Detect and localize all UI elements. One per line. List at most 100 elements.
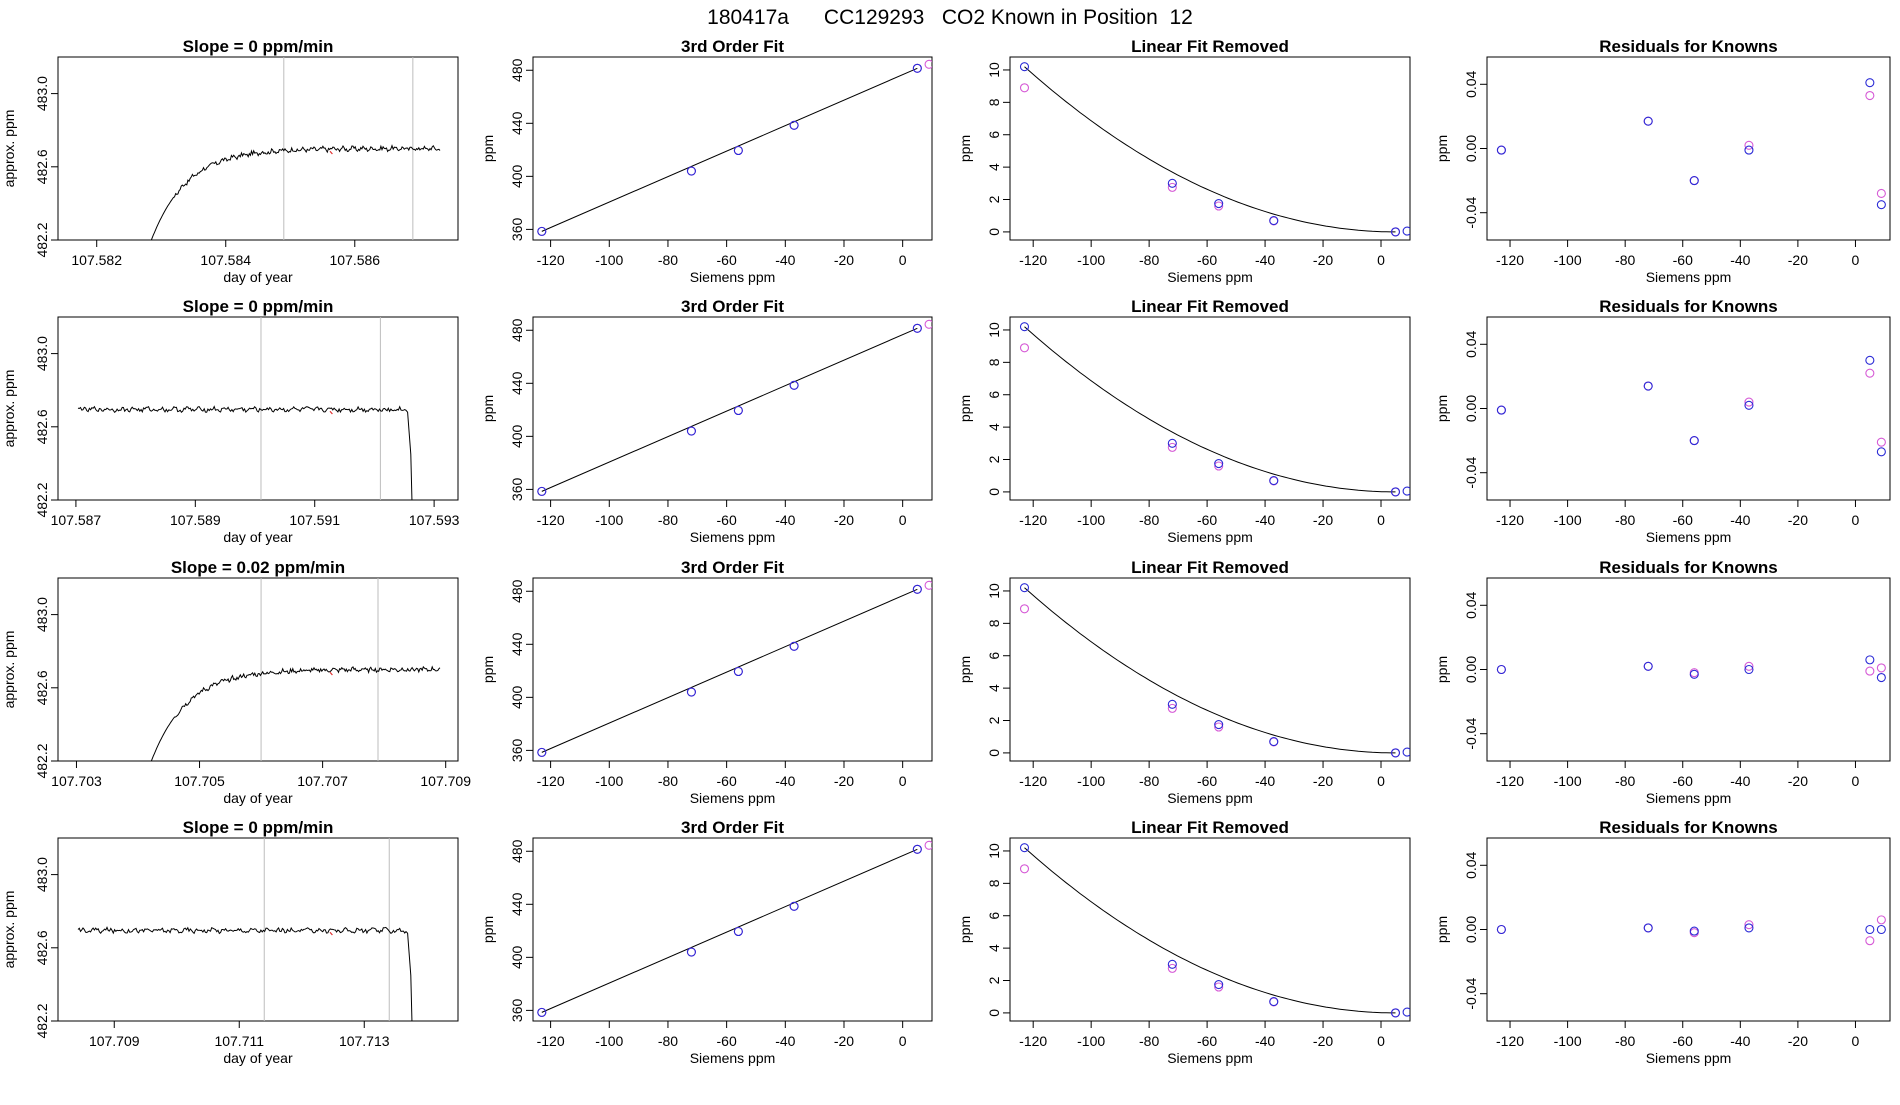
point-blue: [789, 641, 799, 651]
point-magenta: [924, 319, 932, 329]
panel-1-1: Slope = 0 ppm/min 107.582 107.584 107.586 da…: [1, 37, 459, 285]
x-axis-label: Siemens ppm: [690, 790, 776, 806]
x-tick-label: -80: [1615, 512, 1635, 528]
y-tick-label: -0.04: [1463, 197, 1479, 229]
x-axis-label: Siemens ppm: [1167, 269, 1253, 285]
page-title: 180417a CC129293 CO2 Known in Position 1…: [707, 6, 1193, 29]
x-tick-label: -120: [537, 512, 565, 528]
x-tick-label: -40: [1255, 773, 1275, 789]
panel-title: Linear Fit Removed: [1131, 558, 1289, 577]
x-axis-label: Siemens ppm: [1646, 790, 1732, 806]
y-axis-label: approx. ppm: [1, 110, 17, 188]
plot-frame: [1486, 316, 1891, 501]
point-blue: [1496, 664, 1506, 675]
point-blue: [1744, 664, 1754, 675]
point-blue: [1214, 199, 1224, 209]
y-tick-label: 0: [986, 228, 1002, 236]
point-blue: [537, 747, 547, 757]
x-axis-label: day of year: [223, 269, 293, 285]
x-tick-label: 107.582: [71, 252, 122, 268]
point-magenta: [1876, 663, 1886, 673]
x-axis-label: Siemens ppm: [690, 269, 776, 285]
point-blue: [1876, 200, 1886, 210]
x-tick-label: 0: [1377, 773, 1385, 789]
x-tick-label: -100: [595, 773, 623, 789]
x-tick-label: 107.709: [89, 1033, 140, 1049]
x-tick-label: -100: [1554, 1033, 1582, 1049]
x-tick-label: -120: [1496, 1033, 1524, 1049]
panel-title: 3rd Order Fit: [681, 818, 784, 837]
y-tick-label: 0: [986, 1009, 1002, 1017]
y-tick-label: 10: [986, 583, 1002, 599]
y-tick-label: 4: [986, 944, 1002, 952]
point-magenta: [924, 580, 932, 590]
point-magenta: [1865, 936, 1875, 946]
x-tick-label: -20: [834, 1033, 854, 1049]
x-tick-label: 107.703: [51, 773, 102, 789]
plot-frame: [1486, 577, 1891, 762]
plot-frame: [1486, 837, 1891, 1022]
x-tick-label: -60: [717, 1033, 737, 1049]
x-tick-label: -120: [1019, 512, 1047, 528]
plot-area: [150, 57, 441, 240]
panel-1-2: 3rd Order Fit -120 -100 -80 -60 -40 -20 0 Siemen…: [480, 37, 933, 285]
x-axis-label: day of year: [223, 529, 293, 545]
x-tick-label: 107.709: [420, 773, 471, 789]
x-tick-label: -20: [1788, 1033, 1808, 1049]
panel-4-3: Linear Fit Removed -120 -100 -80 -60 -40 -20 0 S…: [957, 818, 1411, 1066]
point-blue: [1876, 447, 1886, 457]
x-tick-label: 0: [899, 1033, 907, 1049]
fit-curve: [1024, 847, 1396, 1014]
y-tick-label: -0.04: [1463, 978, 1479, 1010]
x-tick-label: 0: [1852, 252, 1860, 268]
y-tick-label: 480: [509, 318, 525, 342]
point-blue: [1019, 583, 1030, 593]
point-blue: [733, 666, 743, 677]
panel-title: Slope = 0 ppm/min: [183, 818, 334, 837]
x-tick-label: -120: [1496, 512, 1524, 528]
x-tick-label: -20: [1313, 773, 1333, 789]
y-axis-label: ppm: [957, 656, 973, 683]
x-tick-label: -100: [595, 512, 623, 528]
point-blue: [686, 947, 696, 957]
y-tick-label: 0.04: [1463, 851, 1479, 878]
panel-2-1: Slope = 0 ppm/min 107.587 107.589 107.591 10…: [1, 297, 460, 545]
plot-area: [77, 838, 413, 1021]
x-tick-label: -80: [658, 512, 678, 528]
point-blue: [1643, 923, 1653, 933]
x-tick-label: -80: [1139, 773, 1159, 789]
plot-area: [150, 578, 441, 761]
point-blue: [1865, 655, 1875, 665]
x-tick-label: -80: [1139, 252, 1159, 268]
highlight-segment: [329, 410, 333, 415]
x-tick-label: -40: [775, 252, 795, 268]
plot-frame: [532, 837, 933, 1022]
panel-title: Slope = 0 ppm/min: [183, 297, 334, 316]
y-tick-label: 0: [986, 749, 1002, 757]
x-tick-label: -100: [1554, 252, 1582, 268]
x-tick-label: -20: [1788, 252, 1808, 268]
x-tick-label: -60: [1673, 512, 1693, 528]
x-tick-label: -120: [537, 773, 565, 789]
x-tick-label: -60: [717, 773, 737, 789]
point-blue: [1214, 459, 1224, 469]
y-axis-label: ppm: [1434, 135, 1450, 162]
x-tick-label: 107.705: [174, 773, 225, 789]
x-axis-label: Siemens ppm: [690, 1050, 776, 1066]
point-blue: [1876, 672, 1886, 683]
x-tick-label: 107.584: [200, 252, 251, 268]
point-blue: [789, 901, 799, 911]
x-tick-label: -40: [1730, 252, 1750, 268]
x-tick-label: -60: [717, 252, 737, 268]
point-blue: [537, 226, 547, 236]
y-tick-label: 482.2: [34, 222, 50, 257]
panel-title: Linear Fit Removed: [1131, 297, 1289, 316]
point-blue: [1269, 997, 1279, 1007]
plot-area: [1496, 355, 1886, 457]
point-blue: [1167, 959, 1177, 969]
point-magenta: [1744, 140, 1754, 150]
point-blue: [1643, 381, 1653, 391]
y-tick-label: 0.00: [1463, 656, 1479, 683]
y-tick-label: 8: [986, 879, 1002, 887]
x-tick-label: -100: [1077, 512, 1105, 528]
